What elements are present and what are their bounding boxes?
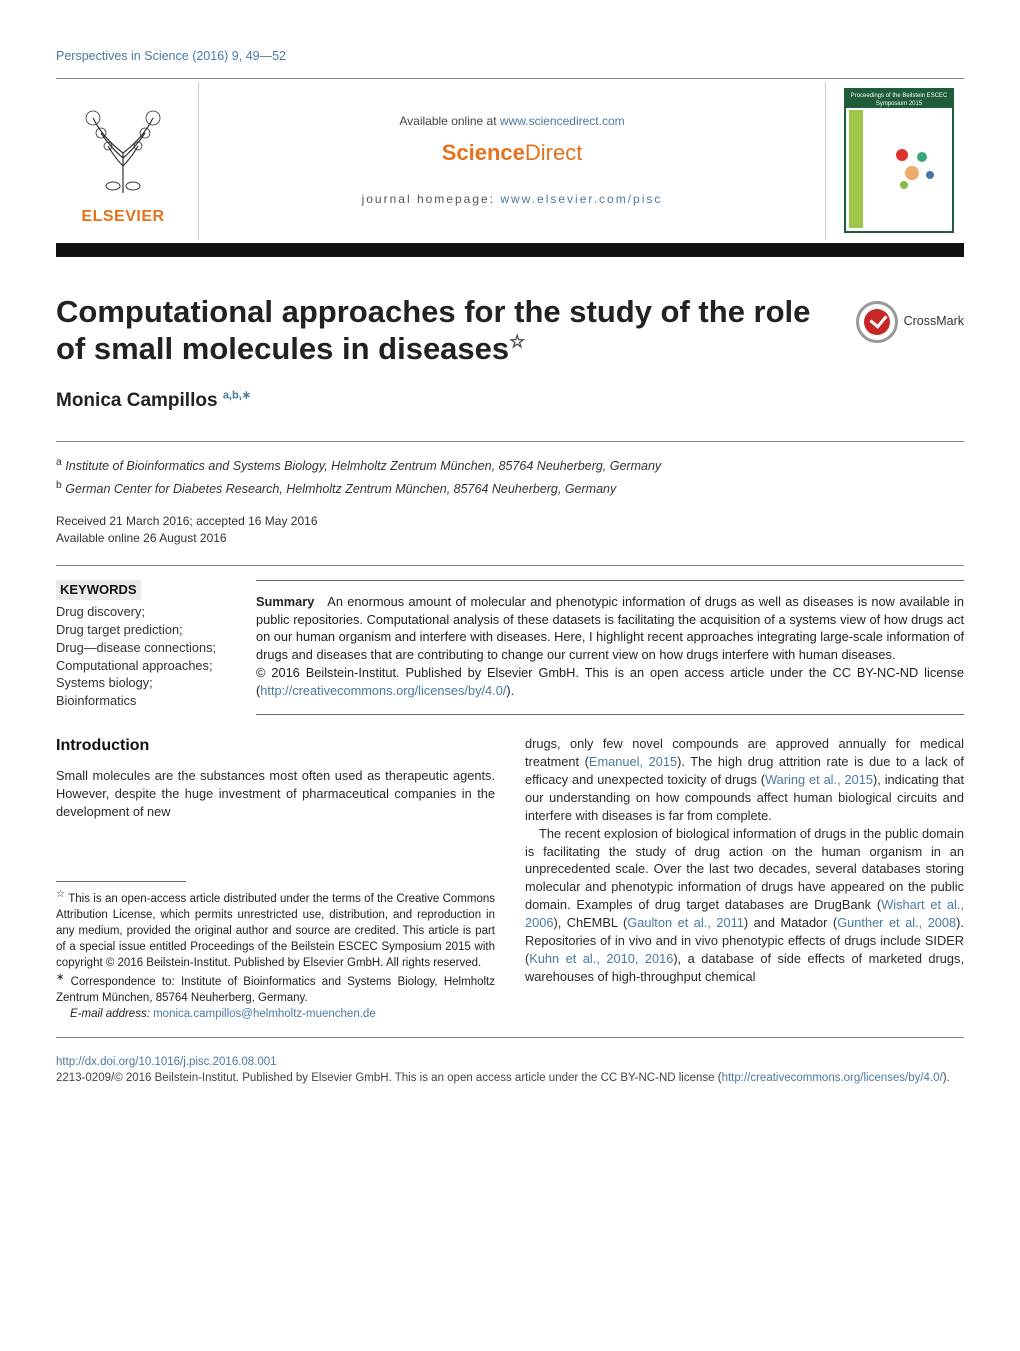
journal-homepage-url[interactable]: www.elsevier.com/pisc <box>500 192 662 206</box>
cover-title: Proceedings of the Beilstein ESCEC Sympo… <box>846 92 952 109</box>
dates-rule <box>56 565 964 566</box>
title-row: Computational approaches for the study o… <box>56 293 964 369</box>
journal-link[interactable]: Perspectives in Science <box>56 49 189 63</box>
p3-c: ) and Matador ( <box>744 915 837 930</box>
article-dates: Received 21 March 2016; accepted 16 May … <box>56 513 964 547</box>
keywords-box: KEYWORDS Drug discovery; Drug target pre… <box>56 580 226 715</box>
publisher-name: ELSEVIER <box>81 206 164 228</box>
author-corr-sup[interactable]: ∗ <box>242 390 251 402</box>
doi-close: ). <box>943 1072 950 1084</box>
author-rule <box>56 441 964 442</box>
title-footnote-star: ☆ <box>509 332 525 352</box>
citation-pages: 49—52 <box>246 49 286 63</box>
online-line: Available online 26 August 2016 <box>56 530 964 547</box>
elsevier-tree-icon <box>63 93 183 203</box>
ref-emanuel[interactable]: Emanuel, 2015 <box>589 754 677 769</box>
keywords-heading: KEYWORDS <box>56 580 141 600</box>
header-top-rule <box>56 78 964 79</box>
citation-line: Perspectives in Science (2016) 9, 49—52 <box>56 48 964 66</box>
summary-bottom-rule <box>256 714 964 715</box>
affil-a-text: Institute of Bioinformatics and Systems … <box>65 459 661 473</box>
summary-label: Summary <box>256 594 314 609</box>
author-affil-sup[interactable]: a,b, <box>223 390 242 402</box>
title-text: Computational approaches for the study o… <box>56 294 810 367</box>
page: Perspectives in Science (2016) 9, 49—52 <box>0 0 1020 1118</box>
doi-block: http://dx.doi.org/10.1016/j.pisc.2016.08… <box>56 1054 964 1086</box>
affiliation-b: b German Center for Diabetes Research, H… <box>56 479 964 499</box>
summary-box: Summary An enormous amount of molecular … <box>256 580 964 715</box>
author-name: Monica Campillos <box>56 390 218 411</box>
summary-body: An enormous amount of molecular and phen… <box>256 594 964 663</box>
author-line: Monica Campillos a,b,∗ <box>56 388 964 415</box>
hp-label: journal homepage: <box>362 192 495 206</box>
intro-heading: Introduction <box>56 735 495 757</box>
email-link[interactable]: monica.campillos@helmholtz-muenchen.de <box>153 1008 376 1020</box>
affiliation-a: a Institute of Bioinformatics and System… <box>56 456 964 476</box>
sciencedirect-logo: ScienceDirect <box>442 138 583 169</box>
journal-homepage-line: journal homepage: www.elsevier.com/pisc <box>362 191 663 208</box>
article-title: Computational approaches for the study o… <box>56 293 836 369</box>
body-p2: drugs, only few novel compounds are appr… <box>525 735 964 825</box>
cc-link[interactable]: http://creativecommons.org/licenses/by/4… <box>260 683 506 698</box>
footnote-corr-text: Correspondence to: Institute of Bioinfor… <box>56 976 495 1004</box>
black-separator-bar <box>56 243 964 257</box>
keywords-list: Drug discovery; Drug target prediction; … <box>56 603 226 710</box>
available-text: Available online at <box>399 114 496 128</box>
crossmark-icon <box>856 301 898 343</box>
footnote-star: ☆ This is an open-access article distrib… <box>56 888 495 971</box>
doi-rule <box>56 1037 964 1038</box>
ref-waring[interactable]: Waring et al., 2015 <box>765 772 873 787</box>
affil-b-text: German Center for Diabetes Research, Hel… <box>65 483 616 497</box>
footnote-corr: ∗ Correspondence to: Institute of Bioinf… <box>56 971 495 1006</box>
publisher-logo-block: ELSEVIER <box>56 82 190 240</box>
footnote-star-text: This is an open-access article distribut… <box>56 893 495 969</box>
footnote-email: E-mail address: monica.campillos@helmhol… <box>56 1006 495 1022</box>
ref-gaulton[interactable]: Gaulton et al., 2011 <box>627 915 744 930</box>
doi-line: 2213-0209/© 2016 Beilstein-Institut. Pub… <box>56 1072 722 1084</box>
summary-top-rule <box>256 580 964 581</box>
abstract-row: KEYWORDS Drug discovery; Drug target pre… <box>56 580 964 715</box>
summary-text: Summary An enormous amount of molecular … <box>256 593 964 665</box>
cover-strip <box>849 110 863 228</box>
received-line: Received 21 March 2016; accepted 16 May … <box>56 513 964 530</box>
footnote-rule <box>56 881 186 882</box>
intro-p1: Small molecules are the substances most … <box>56 767 495 821</box>
sciencedirect-url[interactable]: www.sciencedirect.com <box>500 114 625 128</box>
summary-copyright: © 2016 Beilstein-Institut. Published by … <box>256 664 964 700</box>
journal-cover-thumb: Proceedings of the Beilstein ESCEC Sympo… <box>834 82 964 240</box>
body-p3: The recent explosion of biological infor… <box>525 825 964 986</box>
header-center: Available online at www.sciencedirect.co… <box>198 82 826 240</box>
citation-yearvol: (2016) 9, <box>192 49 242 63</box>
cover-image: Proceedings of the Beilstein ESCEC Sympo… <box>844 88 954 233</box>
copyright-close: ). <box>506 683 514 698</box>
email-label: E-mail address: <box>70 1008 150 1020</box>
ref-gunther[interactable]: Gunther et al., 2008 <box>837 915 956 930</box>
header-band: ELSEVIER Available online at www.science… <box>56 82 964 240</box>
crossmark-label: CrossMark <box>904 313 964 331</box>
doi-cc-link[interactable]: http://creativecommons.org/licenses/by/4… <box>722 1072 943 1084</box>
ref-kuhn[interactable]: Kuhn et al., 2010, 2016 <box>529 951 673 966</box>
doi-link[interactable]: http://dx.doi.org/10.1016/j.pisc.2016.08… <box>56 1056 277 1068</box>
available-line: Available online at www.sciencedirect.co… <box>399 113 624 130</box>
body-columns: Introduction Small molecules are the sub… <box>56 735 964 1023</box>
crossmark-badge[interactable]: CrossMark <box>856 293 964 343</box>
p3-b: ), ChEMBL ( <box>553 915 627 930</box>
